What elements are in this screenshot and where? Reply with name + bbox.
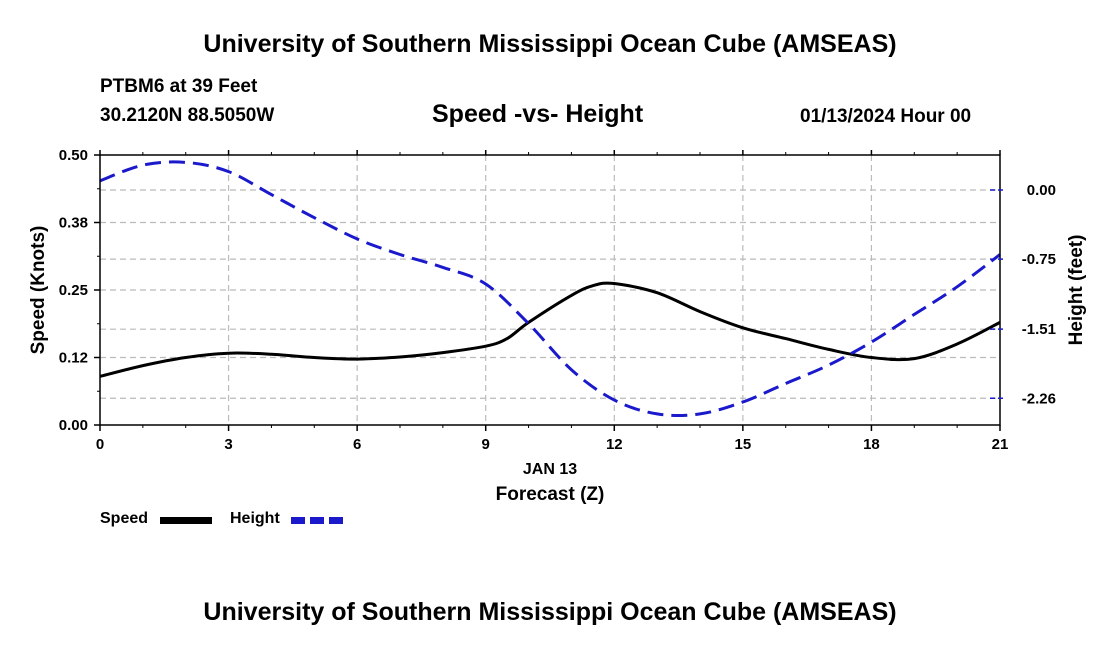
grid	[100, 155, 1000, 425]
chart-title: University of Southern Mississippi Ocean…	[203, 30, 897, 58]
legend-height-label: Height	[230, 510, 280, 527]
legend-speed-label: Speed	[100, 510, 149, 527]
x-tick-label: 9	[482, 436, 490, 453]
y-right-tick-label: -2.26	[1022, 390, 1056, 407]
y-left-tick-label: 0.38	[59, 215, 88, 232]
x-tick-label: 15	[735, 436, 752, 453]
x-axis-date-label: JAN 13	[523, 461, 577, 478]
y-left-tick-label: 0.50	[59, 147, 88, 164]
y-left-tick-label: 0.00	[59, 417, 88, 434]
coordinates-label: 30.2120N 88.5050W	[100, 105, 275, 126]
x-tick-label: 12	[606, 436, 623, 453]
x-tick-label: 18	[863, 436, 880, 453]
series-line-speed	[99, 281, 1001, 378]
forecast-datetime: 01/13/2024 Hour 00	[800, 106, 972, 127]
series-line-height	[99, 160, 1001, 418]
y-left-tick-label: 0.25	[59, 282, 88, 299]
chart-subtitle: Speed -vs- Height	[432, 100, 644, 128]
y-right-tick-label: 0.00	[1027, 182, 1056, 199]
y-right-tick-label: -1.51	[1022, 321, 1056, 338]
x-tick-label: 0	[96, 436, 104, 453]
y-left-axis-title: Speed (Knots)	[28, 226, 49, 355]
series-layer	[99, 160, 1001, 418]
x-tick-label: 3	[224, 436, 232, 453]
footer-title: University of Southern Mississippi Ocean…	[203, 598, 897, 626]
y-right-axis-title: Height (feet)	[1066, 235, 1087, 346]
axes: 0 3 6 9 12 15 18 21 0.00 0.12 0.25 0.38 0.50 0.00 -0.7…	[59, 147, 1056, 453]
x-tick-label: 21	[992, 436, 1009, 453]
legend-speed-swatch	[160, 517, 212, 524]
station-label: PTBM6 at 39 Feet	[100, 76, 258, 97]
x-axis-title: Forecast (Z)	[496, 484, 605, 505]
y-right-tick-label: -0.75	[1022, 251, 1056, 268]
y-left-tick-label: 0.12	[59, 350, 88, 367]
legend-height-swatch	[291, 517, 343, 524]
x-tick-label: 6	[353, 436, 361, 453]
